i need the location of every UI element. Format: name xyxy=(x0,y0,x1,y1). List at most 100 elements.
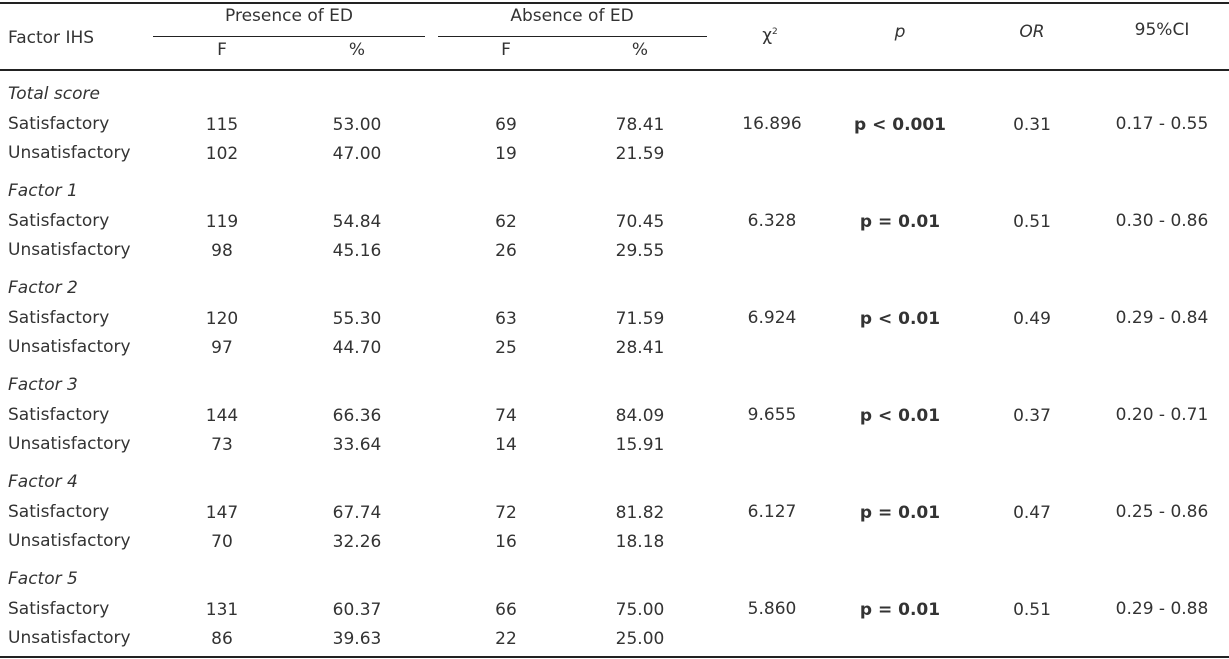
row-label: Satisfactory xyxy=(8,502,110,522)
row-label: Unsatisfactory xyxy=(8,434,131,454)
row-label: Satisfactory xyxy=(8,599,110,619)
cell: 45.16 xyxy=(332,241,382,261)
row-label: Unsatisfactory xyxy=(8,337,131,357)
cell: 22 xyxy=(495,629,517,649)
group-rule xyxy=(438,36,707,37)
cell: 120 xyxy=(205,309,239,329)
cell: 55.30 xyxy=(332,309,382,329)
cell: 144 xyxy=(205,406,239,426)
cell: 44.70 xyxy=(332,338,382,358)
cell: 28.41 xyxy=(615,338,665,358)
header-subcell: % xyxy=(348,40,366,60)
cell: 19 xyxy=(495,144,517,164)
cell: 86 xyxy=(211,629,233,649)
cell: 47.00 xyxy=(332,144,382,164)
group-rule xyxy=(153,36,425,37)
cell: 63 xyxy=(495,309,517,329)
cell: 29.55 xyxy=(615,241,665,261)
chi-superscript: 2 xyxy=(772,27,778,37)
cell: 66.36 xyxy=(332,406,382,426)
p-cell: p = 0.01 xyxy=(859,600,941,620)
header-subcell: % xyxy=(631,40,649,60)
cell: 73 xyxy=(211,435,233,455)
group-title: Factor 4 xyxy=(8,472,78,492)
row-label: Satisfactory xyxy=(8,114,110,134)
cell: 18.18 xyxy=(615,532,665,552)
header-group: Presence of ED xyxy=(225,6,353,26)
ci-cell: 0.29 - 0.88 xyxy=(1115,599,1209,619)
chi2-cell: 6.924 xyxy=(747,308,797,328)
cell: 115 xyxy=(205,115,239,135)
cell: 84.09 xyxy=(615,406,665,426)
header-subcell: F xyxy=(217,40,227,60)
group-title: Factor 2 xyxy=(8,278,78,298)
ci-cell: 0.30 - 0.86 xyxy=(1115,211,1209,231)
cell: 98 xyxy=(211,241,233,261)
cell: 25.00 xyxy=(615,629,665,649)
top-rule xyxy=(0,2,1229,4)
cell: 71.59 xyxy=(615,309,665,329)
cell: 70 xyxy=(211,532,233,552)
cell: 14 xyxy=(495,435,517,455)
or-cell: 0.31 xyxy=(1013,115,1051,135)
cell: 53.00 xyxy=(332,115,382,135)
cell: 131 xyxy=(205,600,239,620)
header-group: Absence of ED xyxy=(510,6,634,26)
cell: 81.82 xyxy=(615,503,665,523)
cell: 67.74 xyxy=(332,503,382,523)
cell: 32.26 xyxy=(332,532,382,552)
row-label: Satisfactory xyxy=(8,211,110,231)
chi-symbol: χ xyxy=(762,25,773,46)
bottom-rule xyxy=(0,656,1229,658)
cell: 62 xyxy=(495,212,517,232)
cell: 72 xyxy=(495,503,517,523)
ci-cell: 0.25 - 0.86 xyxy=(1115,502,1209,522)
cell: 74 xyxy=(495,406,517,426)
header-cell: 95%CI xyxy=(1134,20,1190,40)
cell: 33.64 xyxy=(332,435,382,455)
row-label: Unsatisfactory xyxy=(8,240,131,260)
ci-cell: 0.17 - 0.55 xyxy=(1115,114,1209,134)
or-cell: 0.51 xyxy=(1013,600,1051,620)
header-cell: p xyxy=(894,22,906,42)
chi2-cell: 9.655 xyxy=(747,405,797,425)
or-cell: 0.51 xyxy=(1013,212,1051,232)
or-cell: 0.49 xyxy=(1013,309,1051,329)
cell: 147 xyxy=(205,503,239,523)
header-cell: χ2 xyxy=(762,22,778,46)
ci-cell: 0.29 - 0.84 xyxy=(1115,308,1209,328)
cell: 25 xyxy=(495,338,517,358)
chi2-cell: 16.896 xyxy=(742,114,802,134)
cell: 26 xyxy=(495,241,517,261)
group-title: Factor 3 xyxy=(8,375,78,395)
cell: 119 xyxy=(205,212,239,232)
cell: 102 xyxy=(205,144,239,164)
header-cell: OR xyxy=(1019,22,1045,42)
cell: 54.84 xyxy=(332,212,382,232)
cell: 75.00 xyxy=(615,600,665,620)
chi2-cell: 6.328 xyxy=(747,211,797,231)
group-title: Total score xyxy=(8,84,100,104)
ci-cell: 0.20 - 0.71 xyxy=(1115,405,1209,425)
row-label: Satisfactory xyxy=(8,308,110,328)
or-cell: 0.47 xyxy=(1013,503,1051,523)
p-cell: p = 0.01 xyxy=(859,503,941,523)
cell: 60.37 xyxy=(332,600,382,620)
header-cell: Factor IHS xyxy=(8,28,95,48)
cell: 39.63 xyxy=(332,629,382,649)
p-cell: p < 0.001 xyxy=(853,115,947,135)
cell: 69 xyxy=(495,115,517,135)
row-label: Satisfactory xyxy=(8,405,110,425)
cell: 16 xyxy=(495,532,517,552)
cell: 78.41 xyxy=(615,115,665,135)
row-label: Unsatisfactory xyxy=(8,531,131,551)
p-cell: p < 0.01 xyxy=(859,309,941,329)
row-label: Unsatisfactory xyxy=(8,143,131,163)
header-subcell: F xyxy=(501,40,511,60)
p-cell: p = 0.01 xyxy=(859,212,941,232)
cell: 21.59 xyxy=(615,144,665,164)
cell: 66 xyxy=(495,600,517,620)
cell: 97 xyxy=(211,338,233,358)
chi2-cell: 6.127 xyxy=(747,502,797,522)
